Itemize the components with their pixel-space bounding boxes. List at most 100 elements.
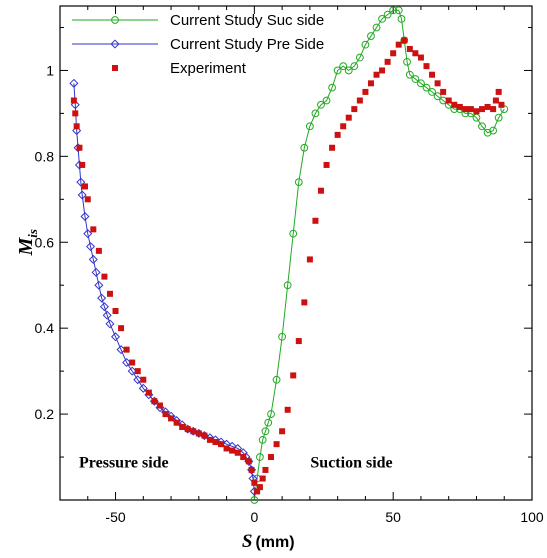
data-point bbox=[245, 458, 252, 465]
data-point bbox=[498, 101, 505, 108]
axis-ticks: -50 0 50 100 0.2 0.4 0.6 0.8 1 bbox=[35, 6, 544, 525]
annotations: Pressure side Suction side bbox=[79, 454, 393, 471]
data-point bbox=[445, 97, 452, 104]
data-point bbox=[206, 436, 213, 443]
data-point bbox=[173, 419, 180, 426]
data-point bbox=[162, 411, 169, 418]
legend-marker bbox=[112, 65, 118, 71]
data-point bbox=[256, 453, 264, 461]
data-point bbox=[289, 229, 298, 238]
data-point bbox=[295, 338, 302, 345]
data-point bbox=[423, 63, 430, 70]
y-tick-label: 0.6 bbox=[35, 234, 55, 250]
data-point bbox=[223, 445, 230, 452]
data-point bbox=[273, 441, 280, 448]
data-point bbox=[434, 80, 441, 87]
x-axis-title: S (mm) bbox=[242, 531, 295, 552]
data-point bbox=[284, 406, 291, 413]
data-point bbox=[69, 78, 79, 88]
data-point bbox=[384, 58, 391, 65]
data-point bbox=[140, 376, 147, 383]
data-point bbox=[483, 128, 492, 137]
data-point bbox=[72, 110, 79, 117]
data-point bbox=[334, 131, 341, 138]
data-point bbox=[495, 88, 502, 95]
data-point bbox=[294, 178, 303, 187]
data-point bbox=[134, 368, 141, 375]
data-point bbox=[267, 410, 275, 418]
data-point bbox=[462, 106, 469, 113]
data-point bbox=[240, 454, 247, 461]
x-axis-unit: (mm) bbox=[255, 534, 294, 551]
data-point bbox=[317, 100, 325, 109]
annotation-label: Pressure side bbox=[79, 454, 169, 471]
data-point bbox=[70, 97, 77, 104]
data-point bbox=[492, 97, 499, 104]
data-point bbox=[123, 346, 130, 353]
data-point bbox=[195, 430, 202, 437]
data-point bbox=[397, 14, 406, 23]
data-point bbox=[73, 123, 80, 130]
legend-label: Current Study Suc side bbox=[170, 12, 324, 29]
data-point bbox=[472, 113, 481, 122]
data-point bbox=[190, 428, 197, 435]
data-point bbox=[383, 10, 392, 19]
data-point bbox=[261, 427, 270, 436]
data-point bbox=[250, 496, 259, 504]
data-point bbox=[218, 441, 225, 448]
data-point bbox=[76, 144, 83, 151]
data-point bbox=[262, 466, 269, 473]
data-point bbox=[184, 426, 191, 433]
data-point bbox=[373, 71, 380, 78]
data-point bbox=[394, 6, 403, 15]
data-point bbox=[77, 190, 87, 200]
y-axis-title: Mis bbox=[15, 229, 40, 256]
y-tick-label: 0.8 bbox=[35, 148, 55, 164]
data-point bbox=[95, 247, 102, 254]
legend-label: Experiment bbox=[170, 60, 247, 77]
y-tick-label: 0.2 bbox=[35, 406, 55, 422]
data-point bbox=[390, 50, 397, 57]
data-point bbox=[451, 101, 458, 108]
data-point bbox=[90, 226, 97, 233]
data-point bbox=[479, 106, 486, 113]
data-point bbox=[248, 466, 255, 473]
data-point bbox=[344, 66, 353, 75]
legend-item: Current Study Pre Side bbox=[72, 36, 324, 53]
data-point bbox=[355, 53, 364, 62]
data-point bbox=[306, 256, 313, 263]
data-point bbox=[456, 103, 463, 110]
data-point bbox=[312, 217, 319, 224]
data-point bbox=[350, 62, 359, 71]
data-point bbox=[212, 439, 219, 446]
data-point bbox=[272, 375, 281, 384]
x-tick-label: 100 bbox=[520, 509, 544, 525]
data-point bbox=[127, 366, 137, 376]
data-point bbox=[201, 432, 208, 439]
data-point bbox=[102, 310, 112, 320]
data-point bbox=[97, 293, 107, 303]
data-point bbox=[101, 273, 108, 280]
data-point bbox=[301, 299, 308, 306]
data-point bbox=[422, 83, 431, 92]
data-point bbox=[405, 70, 414, 79]
data-point bbox=[83, 229, 93, 239]
data-point bbox=[361, 40, 370, 49]
y-axis-symbol: M bbox=[15, 236, 37, 256]
data-point bbox=[345, 114, 352, 121]
data-point bbox=[99, 302, 109, 312]
data-point bbox=[105, 319, 115, 329]
data-point bbox=[79, 161, 86, 168]
data-point bbox=[401, 37, 408, 44]
data-point bbox=[403, 57, 411, 66]
data-point bbox=[80, 211, 90, 221]
data-point bbox=[283, 281, 292, 290]
legend-marker bbox=[110, 39, 120, 49]
data-point bbox=[362, 88, 369, 95]
data-point bbox=[76, 177, 86, 187]
x-tick-label: -50 bbox=[105, 509, 125, 525]
data-point bbox=[484, 103, 491, 110]
data-point bbox=[379, 67, 386, 74]
data-point bbox=[494, 113, 503, 122]
data-point bbox=[81, 183, 88, 190]
